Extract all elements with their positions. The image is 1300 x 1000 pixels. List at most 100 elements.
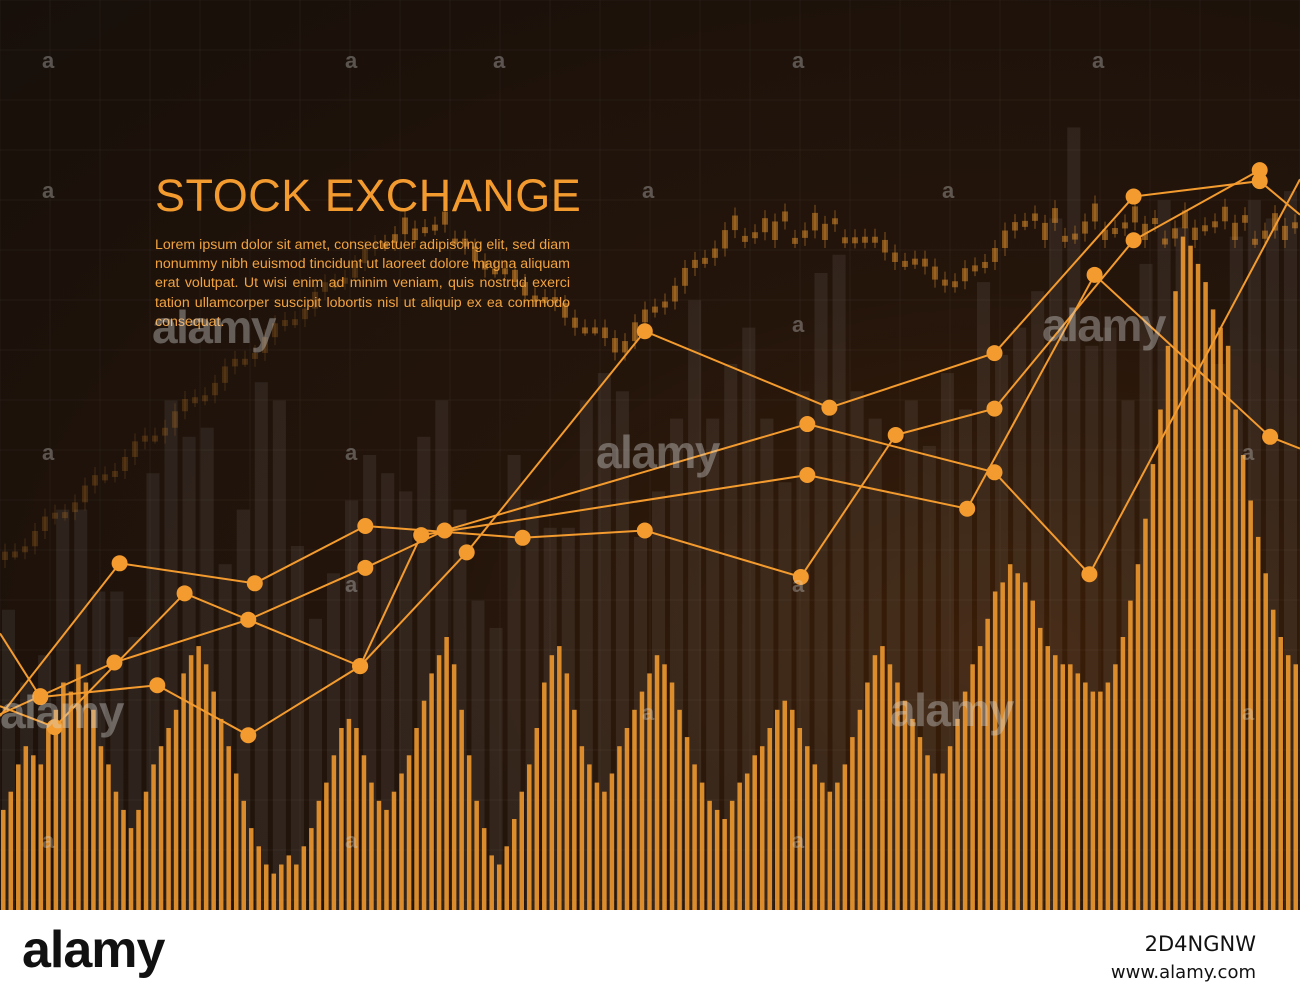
candle-body xyxy=(1092,203,1098,222)
candle-body xyxy=(1032,213,1038,221)
candle-body xyxy=(1052,208,1058,223)
volume-bar xyxy=(166,728,171,910)
volume-bar xyxy=(369,782,374,910)
background-bar xyxy=(290,546,304,910)
data-point xyxy=(111,555,128,572)
candle-body xyxy=(672,285,678,302)
volume-bar xyxy=(722,819,727,910)
volume-bar xyxy=(940,773,945,910)
candle-body xyxy=(422,227,428,234)
candle-body xyxy=(682,267,688,286)
volume-bar xyxy=(53,709,59,910)
candle-body xyxy=(462,238,468,247)
data-point xyxy=(1125,232,1142,249)
volume-bar xyxy=(1218,327,1223,910)
volume-bar xyxy=(970,664,975,910)
watermark-glyph: a xyxy=(642,178,655,203)
volume-bar xyxy=(444,637,449,910)
volume-bar xyxy=(895,682,900,910)
candle-body xyxy=(1272,213,1278,231)
volume-bar xyxy=(887,664,893,910)
watermark: alamy xyxy=(890,684,1014,736)
volume-bar xyxy=(1195,263,1201,910)
candle-body xyxy=(822,223,828,240)
background-bar xyxy=(254,382,268,910)
data-point xyxy=(458,544,475,561)
candle-body xyxy=(592,327,598,334)
volume-bar xyxy=(774,709,780,910)
volume-bar xyxy=(549,655,555,910)
volume-bar xyxy=(609,773,615,910)
volume-bar xyxy=(692,764,697,910)
volume-bar xyxy=(857,709,863,910)
watermark-glyph: a xyxy=(1092,48,1105,73)
candle-body xyxy=(552,297,558,304)
candle-body xyxy=(1132,206,1138,223)
watermark-glyph: a xyxy=(642,700,655,725)
volume-bar xyxy=(917,737,923,910)
background-bar xyxy=(814,273,828,910)
volume-bar xyxy=(23,746,29,910)
candle-body xyxy=(652,306,658,313)
volume-bar xyxy=(947,746,953,910)
volume-bar xyxy=(1270,609,1276,910)
volume-bar xyxy=(579,746,585,910)
background-bar xyxy=(272,400,286,910)
data-point xyxy=(176,585,193,602)
volume-bar xyxy=(346,718,352,910)
candle-body xyxy=(452,238,458,245)
volume-bar xyxy=(684,737,690,910)
candle-body xyxy=(382,242,388,249)
volume-bar xyxy=(106,764,111,910)
candle-body xyxy=(1222,206,1228,222)
volume-bar xyxy=(181,673,186,910)
volume-bar xyxy=(527,764,532,910)
candle-body xyxy=(782,211,788,222)
candle-body xyxy=(322,282,328,292)
volume-bar xyxy=(361,755,367,910)
volume-bar xyxy=(158,746,164,910)
candle-body xyxy=(102,474,108,481)
watermark-glyph: a xyxy=(1242,700,1255,725)
watermark-glyph: a xyxy=(792,312,805,337)
candle-body xyxy=(1182,210,1188,229)
candle-body xyxy=(52,512,58,519)
candle-body xyxy=(1202,225,1208,232)
volume-bar xyxy=(1278,637,1283,910)
candle-body xyxy=(522,281,528,296)
series-line xyxy=(0,178,1300,716)
candle-body xyxy=(642,309,648,323)
volume-bar xyxy=(16,764,21,910)
data-point xyxy=(32,688,49,705)
volume-bar xyxy=(481,828,487,910)
candle-body xyxy=(732,215,738,231)
volume-bar xyxy=(797,728,803,910)
volume-bar xyxy=(1240,455,1246,910)
volume-bar xyxy=(279,864,284,910)
watermark-glyph: a xyxy=(792,48,805,73)
background-bar xyxy=(688,300,702,910)
background-bar xyxy=(742,327,756,910)
candle-body xyxy=(232,358,238,367)
background-bar xyxy=(507,455,521,910)
candle-body xyxy=(792,237,798,244)
watermark-glyph: a xyxy=(493,48,506,73)
candle-body xyxy=(252,352,258,359)
volume-bar xyxy=(669,682,675,910)
candle-body xyxy=(742,235,748,242)
candle-body xyxy=(342,277,348,284)
data-point xyxy=(821,399,838,416)
volume-bar xyxy=(662,664,667,910)
volume-bar xyxy=(782,700,788,910)
candle-body xyxy=(1212,221,1218,228)
watermark: alamy xyxy=(152,301,276,353)
watermark-glyph: a xyxy=(42,48,55,73)
data-point xyxy=(106,654,123,671)
volume-bar xyxy=(376,800,382,910)
watermark: alamy xyxy=(596,426,720,478)
volume-bar xyxy=(294,864,299,910)
body-paragraph: Lorem ipsum dolor sit amet, consectetuer… xyxy=(155,237,570,330)
data-point xyxy=(240,611,257,628)
candle-body xyxy=(902,260,908,267)
watermark: alamy xyxy=(0,686,124,738)
